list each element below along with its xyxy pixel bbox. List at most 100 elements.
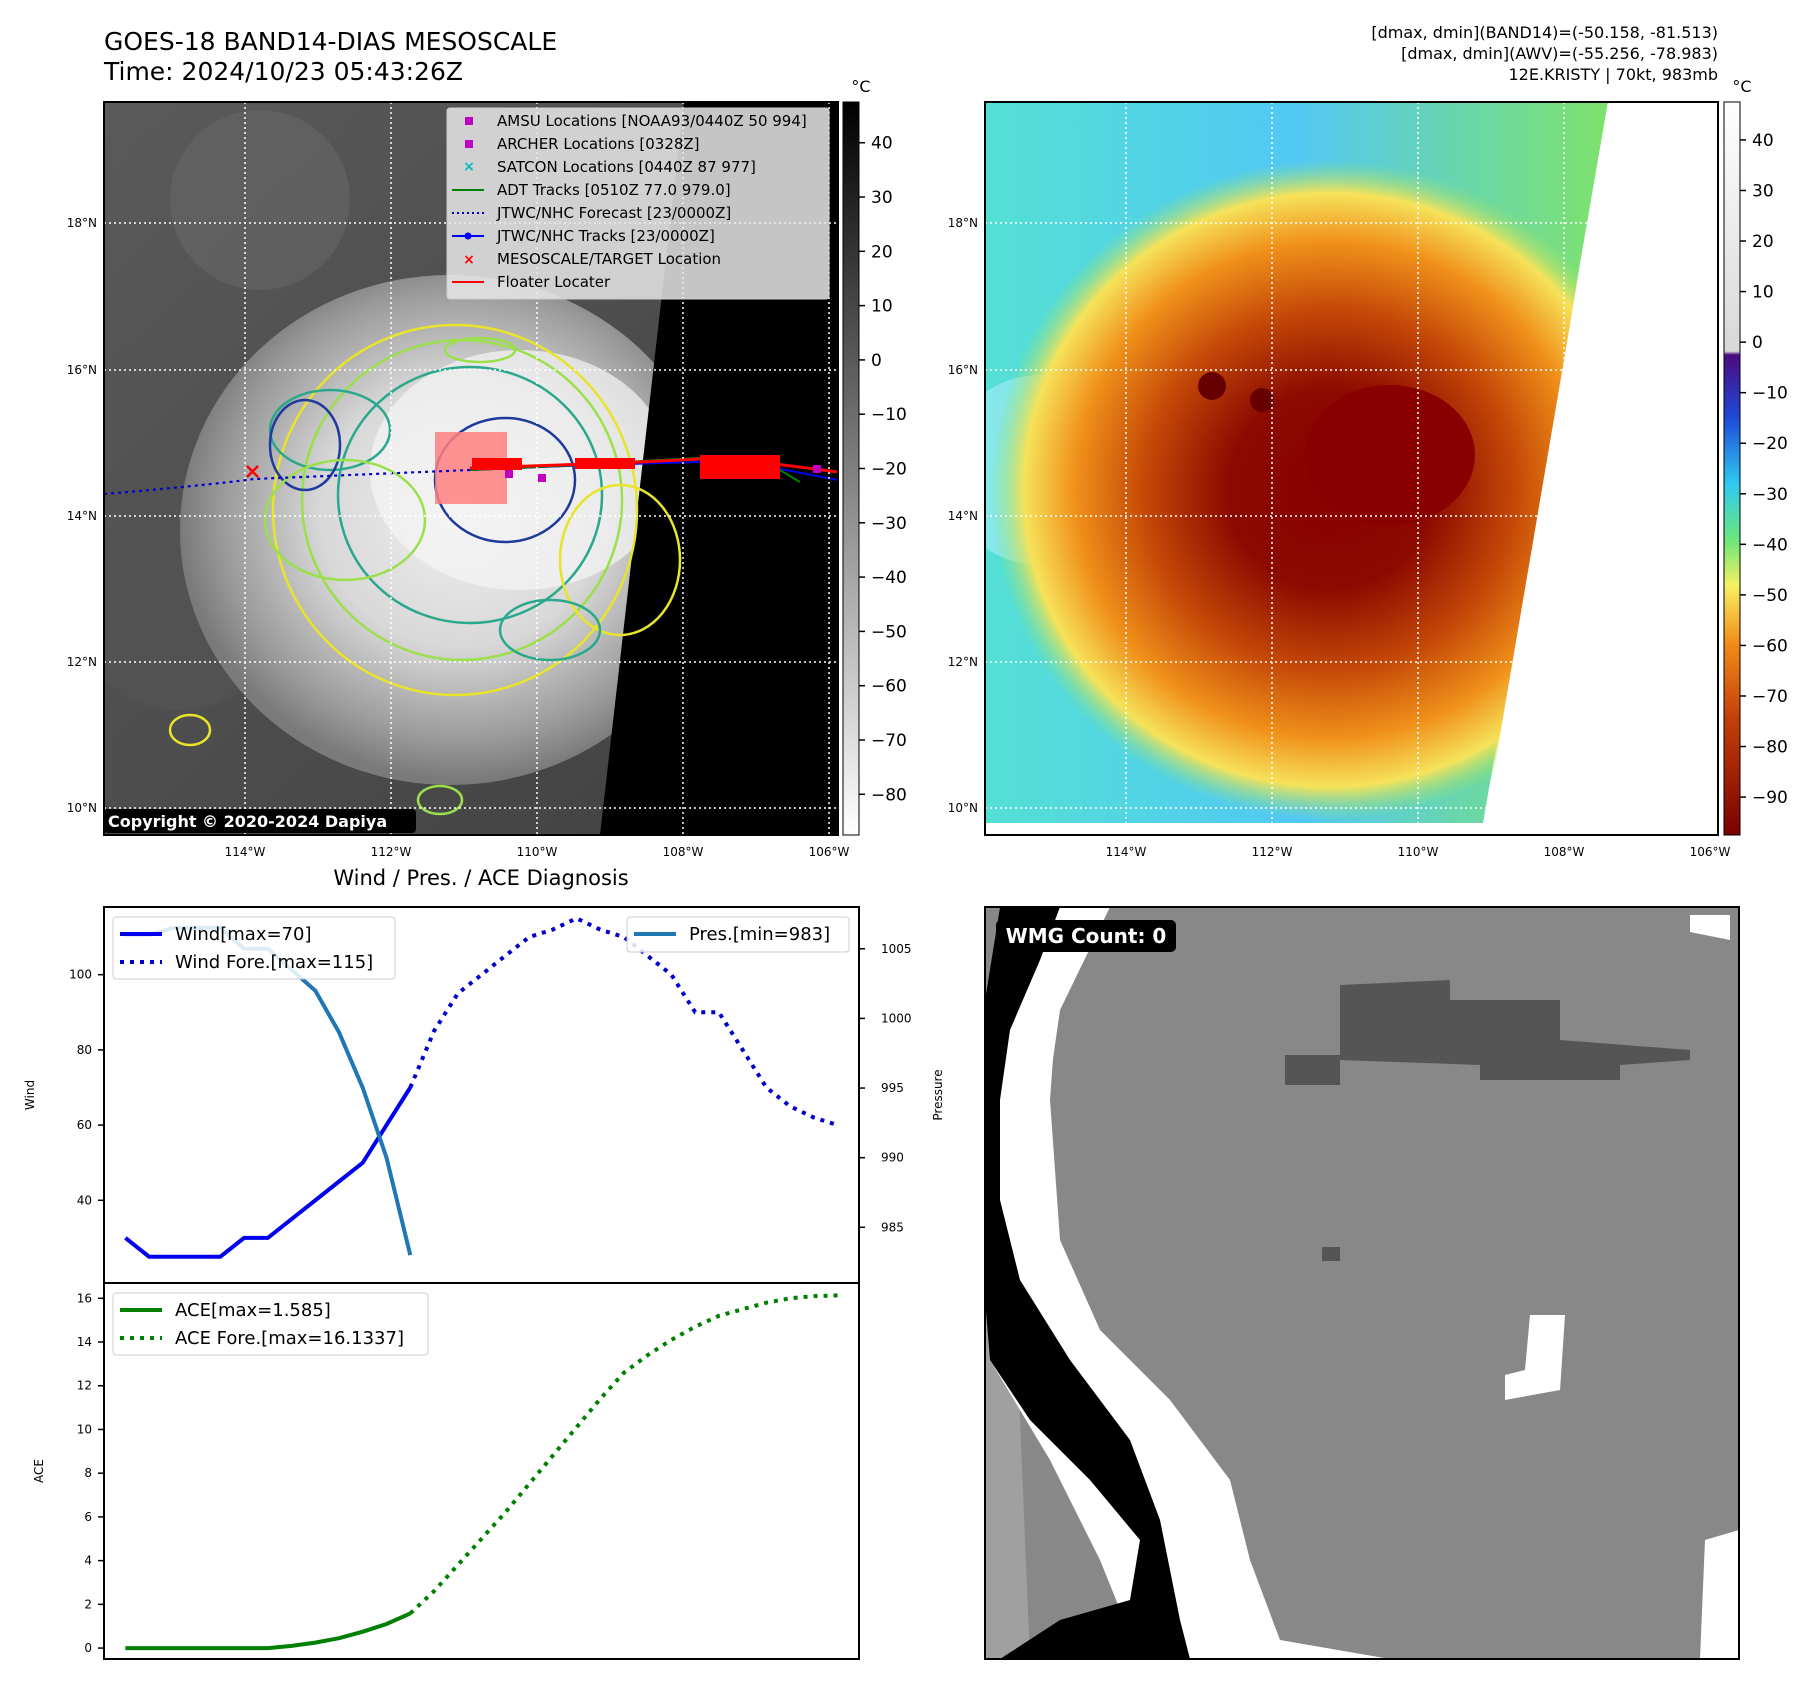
pressure-tick-label: 995 xyxy=(881,1081,904,1095)
wv-satellite-panel: 18°N 16°N 14°N 12°N 10°N 114°W 112°W 110… xyxy=(948,77,1788,859)
pressure-ticks: 985 990 995 1000 1005 xyxy=(859,942,912,1234)
wv-gridlines xyxy=(985,102,1718,835)
ace-legend-label: ACE[max=1.585] xyxy=(175,1300,331,1321)
pressure-tick-label: 1000 xyxy=(881,1011,912,1025)
pressure-axis-label: Pressure xyxy=(931,1069,945,1120)
ace-tick-label: 0 xyxy=(84,1641,92,1655)
wind-tick-label: 60 xyxy=(77,1118,92,1132)
target-marker xyxy=(246,465,259,478)
ace-line xyxy=(125,1611,412,1651)
ir-cbar-tick-label: 10 xyxy=(871,297,893,317)
pressure-tick-label: 1005 xyxy=(881,942,912,956)
map-legend: × × AMSU Locations [NOAA93/0440Z 50 994]… xyxy=(446,107,830,300)
ace-tick-label: 8 xyxy=(84,1466,92,1480)
ir-cbar-tick-label: −30 xyxy=(871,514,907,534)
ir-satellite-panel: × × AMSU Locations [NOAA93/0440Z 50 994]… xyxy=(67,77,907,859)
ir-colorbar: °C 40 30 20 10 0 −10 −20 −30 −40 −50 −60 −70 −80 xyxy=(842,77,907,836)
ir-cbar-tick-label: −40 xyxy=(871,568,907,588)
pressure-tick-label: 985 xyxy=(881,1220,904,1234)
svg-text:16°N: 16°N xyxy=(948,363,978,377)
wv-image xyxy=(985,102,1718,835)
wind-legend-label: Wind[max=70] xyxy=(175,924,312,945)
amsu-markers xyxy=(505,465,821,482)
ace-tick-label: 10 xyxy=(77,1422,92,1436)
diagnosis-chart: Wind / Pres. / ACE Diagnosis Wind Pressu… xyxy=(23,866,945,1660)
ace-axis-label: ACE xyxy=(32,1459,46,1483)
svg-text:10°N: 10°N xyxy=(67,801,97,815)
ir-lat-labels: 18°N 16°N 14°N 12°N 10°N xyxy=(67,216,97,815)
ace-legend: ACE[max=1.585] ACE Fore.[max=16.1337] xyxy=(112,1292,429,1356)
ir-cbar-tick-label: −50 xyxy=(871,622,907,642)
ace-tick-label: 6 xyxy=(84,1510,92,1524)
amsu-icon xyxy=(465,117,473,125)
wv-cbar-tick-label: −20 xyxy=(1752,434,1788,454)
ir-cbar-tick-label: 40 xyxy=(871,134,893,154)
ir-cbar-tick-label: −70 xyxy=(871,731,907,751)
band14-range: [dmax, dmin](BAND14)=(-50.158, -81.513) xyxy=(1371,23,1718,42)
legend-floater: Floater Locater xyxy=(497,273,611,291)
svg-text:112°W: 112°W xyxy=(371,845,412,859)
svg-text:114°W: 114°W xyxy=(1106,845,1147,859)
svg-text:°C: °C xyxy=(1732,77,1751,96)
svg-text:16°N: 16°N xyxy=(67,363,97,377)
wv-cbar-tick-label: −40 xyxy=(1752,535,1788,555)
pressure-tick-label: 990 xyxy=(881,1151,904,1165)
svg-text:18°N: 18°N xyxy=(67,216,97,230)
wv-cbar-tick-label: −50 xyxy=(1752,586,1788,606)
svg-text:12°N: 12°N xyxy=(948,655,978,669)
ir-cbar-tick-label: −20 xyxy=(871,460,907,480)
legend-satcon: SATCON Locations [0440Z 87 977] xyxy=(497,158,756,176)
archer-icon xyxy=(465,140,473,148)
ace-tick-label: 4 xyxy=(84,1554,92,1568)
figure-time: Time: 2024/10/23 05:43:26Z xyxy=(103,57,463,86)
wind-axis-label: Wind xyxy=(23,1080,37,1110)
figure-title: GOES-18 BAND14-DIAS MESOSCALE xyxy=(104,27,557,56)
wind-legend: Wind[max=70] Wind Fore.[max=115] xyxy=(112,916,396,980)
svg-text:10°N: 10°N xyxy=(948,801,978,815)
ace-tick-label: 14 xyxy=(77,1335,92,1349)
wind-fore-legend-label: Wind Fore.[max=115] xyxy=(175,952,373,973)
svg-text:°C: °C xyxy=(851,77,870,96)
wind-ticks: 40 60 80 100 xyxy=(69,968,104,1207)
wv-colorbar: °C 40 30 20 10 0 −10 −20 −30 −40 −50 −60 −70 −80 −90 xyxy=(1723,77,1788,836)
ace-fore-legend-label: ACE Fore.[max=16.1337] xyxy=(175,1328,404,1349)
svg-text:110°W: 110°W xyxy=(517,845,558,859)
pressure-legend-label: Pres.[min=983] xyxy=(689,924,830,945)
legend-archer: ARCHER Locations [0328Z] xyxy=(497,135,700,153)
legend-jtwc: JTWC/NHC Tracks [23/0000Z] xyxy=(496,227,715,245)
wv-cbar-tick-label: −60 xyxy=(1752,636,1788,656)
ir-cbar-tick-label: 0 xyxy=(871,351,882,371)
ir-lon-labels: 114°W 112°W 110°W 108°W 106°W xyxy=(225,845,850,859)
pressure-legend: Pres.[min=983] xyxy=(626,916,850,953)
header: GOES-18 BAND14-DIAS MESOSCALE Time: 2024… xyxy=(103,23,1718,86)
legend-adt: ADT Tracks [0510Z 77.0 979.0] xyxy=(497,181,731,199)
wv-cbar-tick-label: 0 xyxy=(1752,333,1763,353)
svg-text:110°W: 110°W xyxy=(1398,845,1439,859)
svg-text:108°W: 108°W xyxy=(663,845,704,859)
legend-target: MESOSCALE/TARGET Location xyxy=(497,250,721,268)
copyright-box xyxy=(104,809,416,833)
wv-cbar-tick-label: 10 xyxy=(1752,283,1774,303)
svg-text:12°N: 12°N xyxy=(67,655,97,669)
ace-forecast-line xyxy=(408,1293,838,1615)
wv-cbar-tick-label: −90 xyxy=(1752,788,1788,808)
ir-cbar-tick-label: 30 xyxy=(871,188,893,208)
ace-ticks: 0 2 4 6 8 10 12 14 16 xyxy=(77,1291,104,1655)
svg-text:114°W: 114°W xyxy=(225,845,266,859)
wv-cbar-tick-label: −70 xyxy=(1752,687,1788,707)
wind-tick-label: 80 xyxy=(77,1043,92,1057)
legend-amsu: AMSU Locations [NOAA93/0440Z 50 994] xyxy=(497,112,807,130)
ace-tick-label: 12 xyxy=(77,1379,92,1393)
wv-cbar-tick-label: −10 xyxy=(1752,384,1788,404)
wv-cbar-tick-label: 20 xyxy=(1752,232,1774,252)
svg-text:18°N: 18°N xyxy=(948,216,978,230)
wv-cbar-tick-label: 30 xyxy=(1752,181,1774,201)
svg-text:108°W: 108°W xyxy=(1544,845,1585,859)
legend-forecast: JTWC/NHC Forecast [23/0000Z] xyxy=(496,204,731,222)
storm-info: 12E.KRISTY | 70kt, 983mb xyxy=(1509,65,1719,84)
wmg-panel: WMG Count: 0 xyxy=(984,906,1740,1660)
wv-cbar-tick-label: −30 xyxy=(1752,485,1788,505)
target-icon: × xyxy=(463,252,475,268)
wv-cbar-tick-label: −80 xyxy=(1752,738,1788,758)
